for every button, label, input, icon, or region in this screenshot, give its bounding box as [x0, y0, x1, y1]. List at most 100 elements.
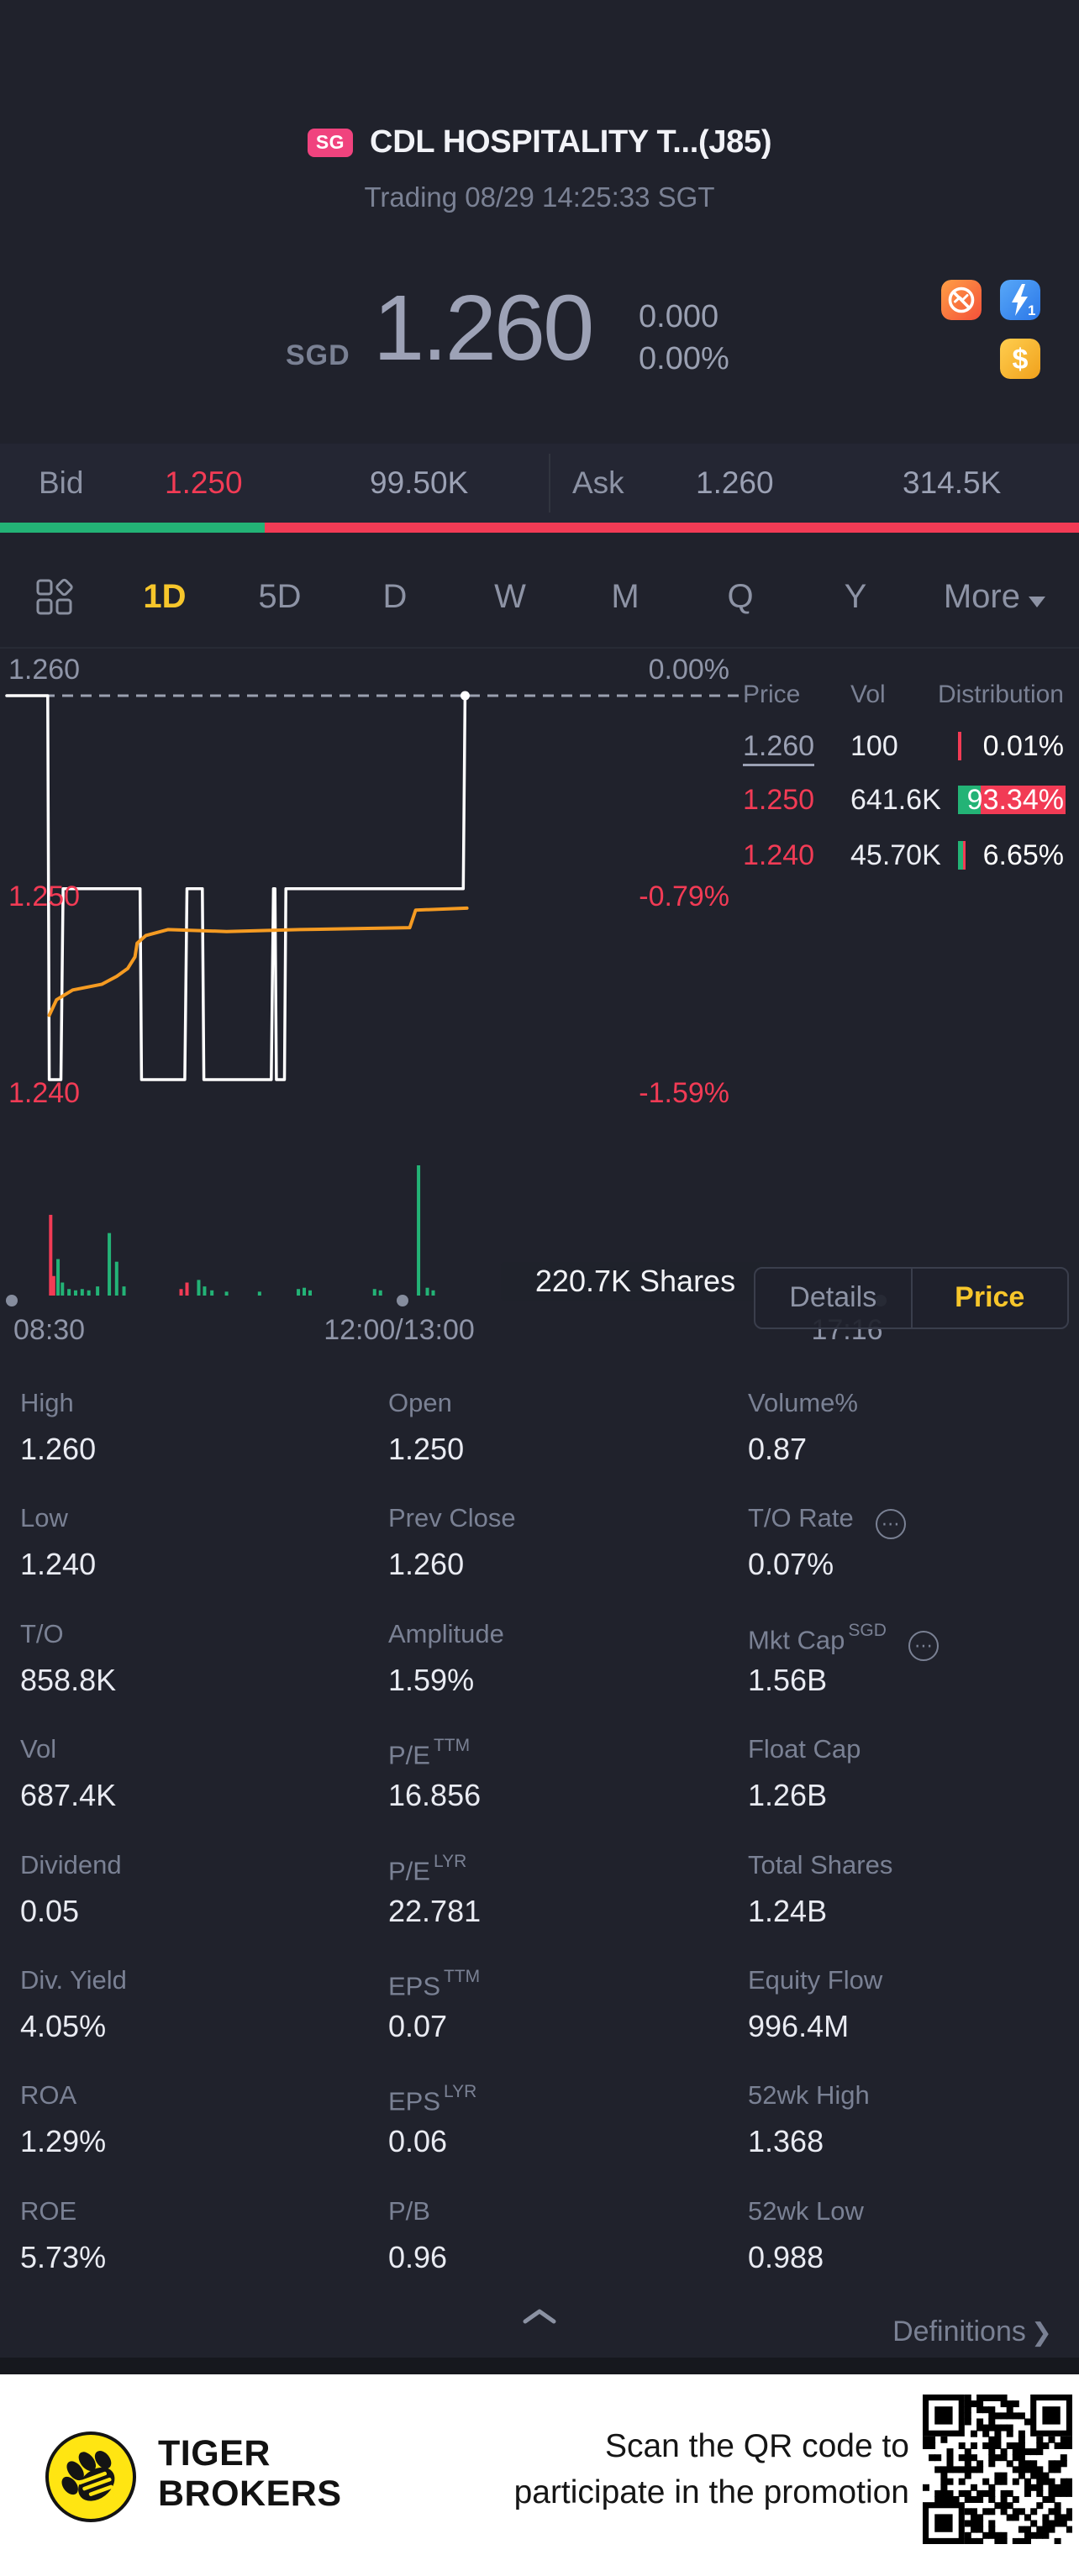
stat-value-vol: 687.4K: [20, 1778, 117, 1812]
stat-label-div-yield: Div. Yield: [20, 1965, 127, 1995]
ask-size: 314.5K: [903, 465, 1002, 500]
bid-price[interactable]: 1.250: [165, 465, 243, 500]
stat-value-p-e: 16.856: [388, 1778, 482, 1812]
tab-5d[interactable]: 5D: [258, 578, 302, 615]
definitions-link[interactable]: Definitions ❯: [892, 2316, 1052, 2347]
section-divider: [0, 2358, 1079, 2374]
stat-value-t-o-rate: 0.07%: [748, 1547, 834, 1581]
depth-price: 1.250: [743, 784, 815, 816]
stat-label-eps: EPS TTM: [388, 1967, 481, 2001]
chevron-right-icon: ❯: [1030, 2319, 1052, 2347]
stat-label-equity-flow: Equity Flow: [748, 1965, 883, 1995]
last-price-dot: [460, 691, 470, 701]
bid-ask-divider: [549, 454, 550, 513]
stat-value-open: 1.250: [388, 1432, 465, 1466]
volume-bar: [378, 1290, 382, 1296]
time-tick-open: 08:30: [13, 1314, 86, 1346]
volume-bar: [203, 1286, 207, 1296]
volume-bar: [185, 1282, 189, 1296]
period-tabbar: 1D 5D D W M Q Y More: [0, 546, 1079, 649]
bid-label: Bid: [39, 465, 84, 500]
volume-bar: [210, 1290, 214, 1296]
depth-vol: 45.70K: [850, 839, 941, 871]
stat-value-high: 1.260: [20, 1432, 97, 1466]
bid-size: 99.50K: [370, 465, 469, 500]
volume-bar: [431, 1290, 435, 1296]
tab-year[interactable]: Y: [844, 578, 867, 615]
currency-label: SGD: [286, 339, 350, 371]
volume-bar: [224, 1291, 229, 1296]
stat-label-dividend: Dividend: [20, 1850, 122, 1879]
no-short-icon[interactable]: [941, 280, 982, 320]
avg-price-line: [47, 906, 469, 1017]
chevron-down-icon: [1029, 597, 1045, 607]
info-icon[interactable]: ⋯: [908, 1631, 939, 1662]
ask-label: Ask: [572, 465, 624, 500]
stat-label-52wk-low: 52wk Low: [748, 2196, 864, 2226]
volume-bar: [197, 1280, 201, 1296]
dollar-icon[interactable]: $: [1000, 339, 1040, 379]
volume-bar: [122, 1286, 126, 1296]
exchange-badge: SG: [307, 128, 354, 157]
stat-label-p-e: P/E TTM: [388, 1736, 471, 1770]
volume-annotation: 220.7K Shares: [501, 1262, 770, 1301]
more-periods-button[interactable]: More: [944, 546, 1045, 647]
axis-pct-low: -1.59%: [639, 1077, 729, 1109]
tab-1d[interactable]: 1D: [143, 578, 187, 615]
volume-bar: [114, 1261, 118, 1296]
stat-value-52wk-high: 1.368: [748, 2124, 824, 2158]
info-icon[interactable]: ⋯: [875, 1509, 906, 1539]
tab-week[interactable]: W: [494, 578, 526, 615]
stat-label-float-cap: Float Cap: [748, 1734, 861, 1764]
axis-price-mid: 1.250: [8, 881, 81, 912]
stat-label-t-o-rate: T/O Rate ⋯: [748, 1501, 906, 1539]
stat-label-prev-close: Prev Close: [388, 1503, 516, 1532]
depth-header-vol: Vol: [850, 681, 886, 708]
volume-bar: [49, 1214, 53, 1296]
stat-superscript: TTM: [433, 1736, 471, 1755]
chart-canvas: [5, 691, 887, 1306]
last-price: 1.260: [373, 276, 594, 380]
toggle-price[interactable]: Price: [910, 1269, 1068, 1327]
stat-value-eps: 0.07: [388, 2009, 448, 2043]
depth-distribution-table: Price Vol Distribution 1.260 100 0.01% 1.250 64…: [736, 647, 1066, 899]
collapse-chevron-button[interactable]: [521, 2307, 558, 2326]
ask-price[interactable]: 1.260: [696, 465, 774, 500]
axis-price-low: 1.240: [8, 1077, 81, 1109]
stat-value-low: 1.240: [20, 1547, 97, 1581]
depth-distribution-bar: [958, 841, 966, 870]
price-change: 0.000 0.00%: [639, 296, 729, 380]
stat-label-vol: Vol: [20, 1734, 57, 1764]
details-price-toggle: Details Price: [754, 1267, 1069, 1329]
volume-bar: [108, 1233, 112, 1296]
stat-value-eps: 0.06: [388, 2124, 448, 2158]
chart-type-grid-icon[interactable]: [34, 576, 74, 617]
depth-header-price: Price: [743, 681, 801, 708]
stat-label-p-b: P/B: [388, 2196, 430, 2226]
stat-superscript: TTM: [444, 1967, 481, 1986]
volume-bar: [67, 1289, 71, 1296]
tiger-brokers-logo: [45, 2431, 136, 2522]
stat-value-equity-flow: 996.4M: [748, 2009, 850, 2043]
stat-value-prev-close: 1.260: [388, 1547, 465, 1581]
tab-quarter[interactable]: Q: [727, 578, 754, 615]
toggle-details[interactable]: Details: [789, 1281, 877, 1313]
bid-ratio-segment: [0, 523, 265, 533]
change-value: 0.000: [639, 299, 719, 334]
tab-month[interactable]: M: [611, 578, 640, 615]
axis-price-high: 1.260: [8, 654, 81, 686]
price-chart[interactable]: 1.260 0.00% 1.250 -0.79% 1.240 -1.59% 22…: [0, 647, 1079, 1369]
bid-ask-bar[interactable]: Bid 1.250 99.50K Ask 1.260 314.5K: [0, 444, 1079, 523]
volume-bar: [425, 1287, 429, 1296]
stat-label-eps: EPS LYR: [388, 2082, 477, 2116]
stat-value-amplitude: 1.59%: [388, 1663, 475, 1697]
promo-text: Scan the QR code to participate in the p…: [513, 2428, 909, 2510]
tab-day[interactable]: D: [382, 578, 408, 615]
qr-code: [923, 2395, 1072, 2544]
volume-bar: [51, 1275, 55, 1296]
stat-label-roe: ROE: [20, 2196, 77, 2226]
depth-price: 1.260: [743, 729, 815, 766]
depth-pct: 93.34%: [966, 784, 1064, 816]
depth-price: 1.240: [743, 839, 815, 871]
flash-order-icon[interactable]: 1: [1000, 280, 1040, 320]
